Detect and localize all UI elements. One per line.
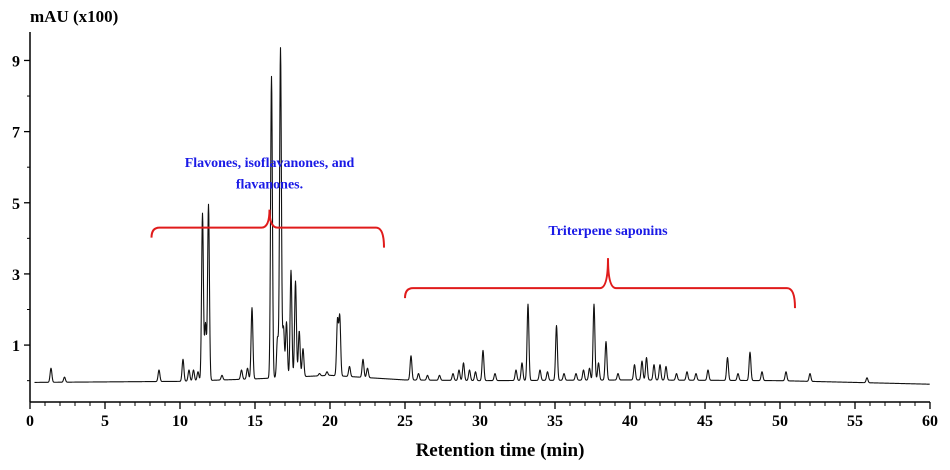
x-tick-label-15: 15	[247, 413, 263, 430]
x-tick-label-10: 10	[172, 413, 188, 430]
saponins-label-line-0: Triterpene saponins	[548, 224, 668, 239]
y-tick-label-7: 7	[12, 125, 20, 142]
chromatogram-trace	[34, 47, 930, 385]
x-tick-label-35: 35	[547, 413, 563, 430]
y-tick-label-9: 9	[12, 53, 20, 70]
x-axis-label: Retention time (min)	[416, 440, 585, 461]
x-tick-label-0: 0	[26, 413, 34, 430]
x-tick-label-30: 30	[472, 413, 488, 430]
x-tick-label-5: 5	[101, 413, 109, 430]
x-tick-label-50: 50	[772, 413, 788, 430]
flavones-label-line-0: Flavones, isoflavanones, and	[185, 156, 355, 171]
x-tick-label-20: 20	[322, 413, 338, 430]
flavones-label-line-1: flavanones.	[236, 178, 303, 193]
x-tick-label-55: 55	[847, 413, 863, 430]
y-tick-label-3: 3	[12, 267, 20, 284]
x-tick-label-40: 40	[622, 413, 638, 430]
flavones-brace	[150, 209, 385, 248]
x-tick-label-60: 60	[922, 413, 938, 430]
y-tick-label-1: 1	[12, 338, 20, 355]
saponins-brace	[404, 258, 796, 309]
y-axis-label: mAU (x100)	[30, 7, 118, 26]
x-tick-label-25: 25	[397, 413, 413, 430]
x-tick-label-45: 45	[697, 413, 713, 430]
y-tick-label-5: 5	[12, 196, 20, 213]
